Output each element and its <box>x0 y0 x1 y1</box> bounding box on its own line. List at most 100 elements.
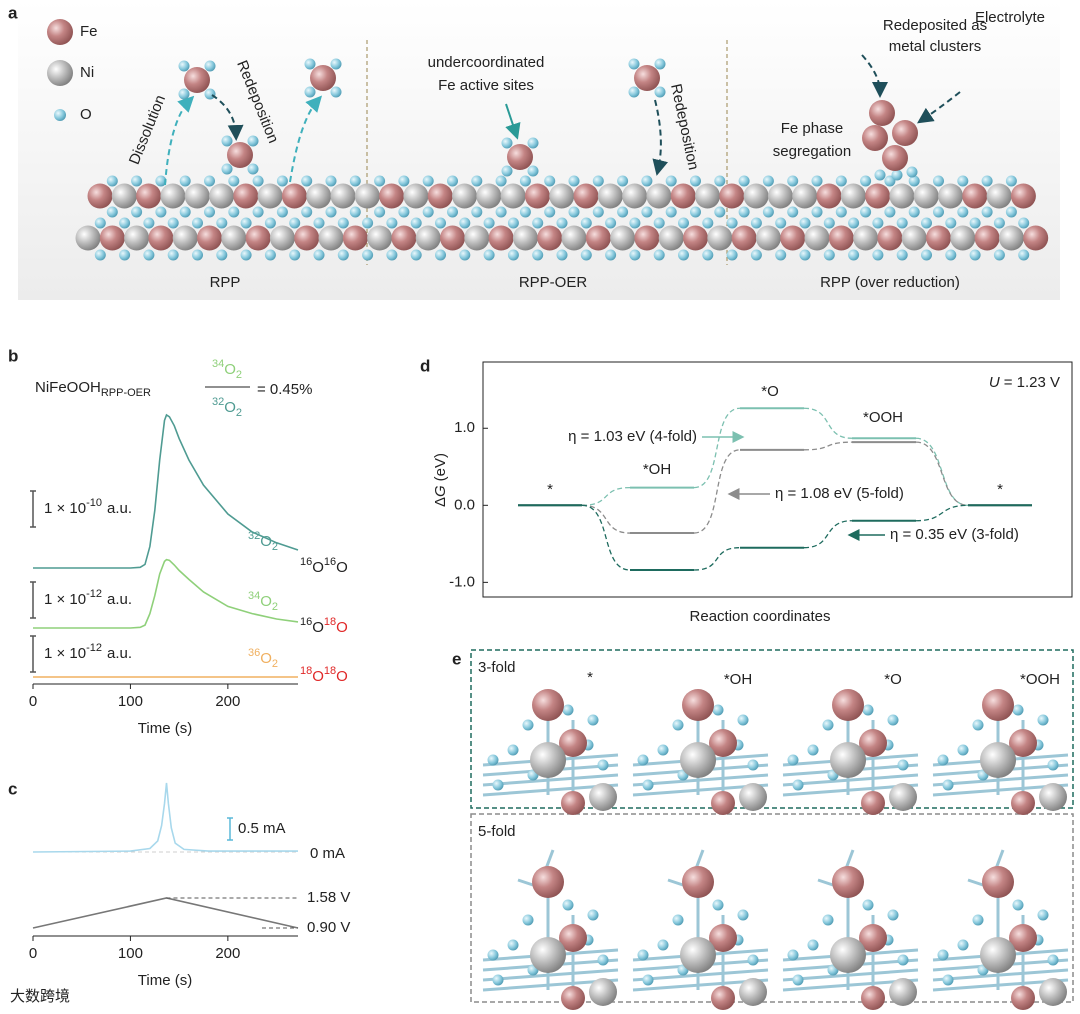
O-atom <box>216 217 228 229</box>
O-atom <box>422 206 434 218</box>
state-label: * <box>587 669 593 686</box>
O-atom <box>957 744 969 756</box>
Fe-atom <box>227 142 253 168</box>
bond <box>482 773 619 787</box>
O-atom <box>167 217 179 229</box>
region-label: RPP (over reduction) <box>820 274 960 291</box>
Ni-atom <box>980 937 1016 973</box>
O-atom <box>957 206 969 218</box>
bond <box>782 968 919 982</box>
O-atom <box>587 909 599 921</box>
electrolyte-label: Electrolyte <box>975 9 1045 26</box>
trace-label: 32O2 <box>248 530 278 553</box>
O-atom <box>762 206 774 218</box>
overpotential-label: η = 0.35 eV (3-fold) <box>890 526 1019 543</box>
Fe-atom <box>711 986 735 1010</box>
Fe-atom <box>233 183 259 209</box>
Ni-atom <box>160 183 186 209</box>
O-atom <box>592 175 604 187</box>
O-atom <box>933 175 944 187</box>
Fe-atom <box>294 225 320 251</box>
O-atom <box>527 165 539 177</box>
panel-label: c <box>8 779 17 798</box>
redeposition-arrow <box>211 94 244 141</box>
x-axis-title: Reaction coordinates <box>690 608 831 625</box>
O-atom <box>471 206 483 218</box>
annotation: Redeposited as <box>883 17 987 34</box>
O-atom <box>617 175 629 187</box>
O-atom <box>349 175 361 187</box>
O-atom <box>492 974 504 986</box>
O-atom <box>204 175 215 187</box>
species-label-part: O <box>336 559 348 576</box>
Ni-atom <box>403 183 429 209</box>
O-atom <box>665 206 677 218</box>
Fe-atom <box>892 120 918 146</box>
cluster-arrow <box>917 91 961 124</box>
O-atom <box>993 249 1005 261</box>
trace-label-part: 2 <box>272 601 278 613</box>
O-atom <box>178 88 190 100</box>
O-atom <box>119 249 131 261</box>
O-atom <box>143 217 155 229</box>
O-atom <box>792 779 804 791</box>
Ni-atom <box>889 783 917 811</box>
O-atom <box>330 58 342 70</box>
O-atom <box>672 719 684 731</box>
O-atom <box>410 249 422 261</box>
O-atom <box>981 175 993 187</box>
ratio-result: = 0.45% <box>257 381 312 398</box>
annotation: segregation <box>773 143 851 160</box>
O-atom <box>906 166 918 178</box>
panel-label: a <box>8 3 18 22</box>
Fe-atom <box>1009 924 1037 952</box>
O-atom <box>775 249 787 261</box>
O-atom <box>678 217 689 229</box>
scale-label-part: -12 <box>86 588 102 600</box>
O-atom <box>787 175 799 187</box>
Ni-atom <box>901 225 927 251</box>
O-atom <box>629 217 641 229</box>
connector <box>581 504 631 571</box>
Ni-atom <box>464 225 490 251</box>
Fe-atom <box>780 225 806 251</box>
Fe-atom <box>1023 225 1049 251</box>
O-atom <box>799 249 811 261</box>
O-atom <box>304 58 316 70</box>
Fe-atom <box>877 225 903 251</box>
O-atom <box>131 206 143 218</box>
Fe-atom <box>184 67 210 93</box>
y-tick-label: 1.0 <box>454 419 475 436</box>
O-atom <box>807 939 819 951</box>
Fe-atom <box>1010 183 1036 209</box>
scale-label: 1 × 10-12 a.u. <box>44 642 132 662</box>
O-atom <box>972 719 984 731</box>
O-atom <box>252 175 264 187</box>
scale-label: 0.5 mA <box>238 820 286 837</box>
O-atom <box>712 899 724 911</box>
Fe-atom <box>87 183 113 209</box>
O-atom <box>435 217 446 229</box>
O-atom <box>872 249 884 261</box>
O-atom <box>848 249 860 261</box>
Ni-atom <box>950 225 976 251</box>
O-atom <box>714 206 726 218</box>
O-atom <box>657 744 669 756</box>
O-atom <box>252 206 264 218</box>
O-atom <box>822 719 834 731</box>
Fe-atom <box>391 225 417 251</box>
O-atom <box>1018 249 1030 261</box>
Ni-atom <box>184 183 210 209</box>
Fe-atom <box>832 866 864 898</box>
O-atom <box>325 175 337 187</box>
connector <box>915 437 969 506</box>
O-atom <box>726 217 738 229</box>
scale-label-part: -12 <box>86 642 102 654</box>
O-atom <box>240 249 252 261</box>
Ni-atom <box>561 225 587 251</box>
O-atom <box>1037 714 1049 726</box>
ratio-denominator-part: 32 <box>212 396 224 408</box>
Ni-atom <box>680 742 716 778</box>
Ni-atom <box>172 225 198 251</box>
scale-bar <box>30 635 36 673</box>
